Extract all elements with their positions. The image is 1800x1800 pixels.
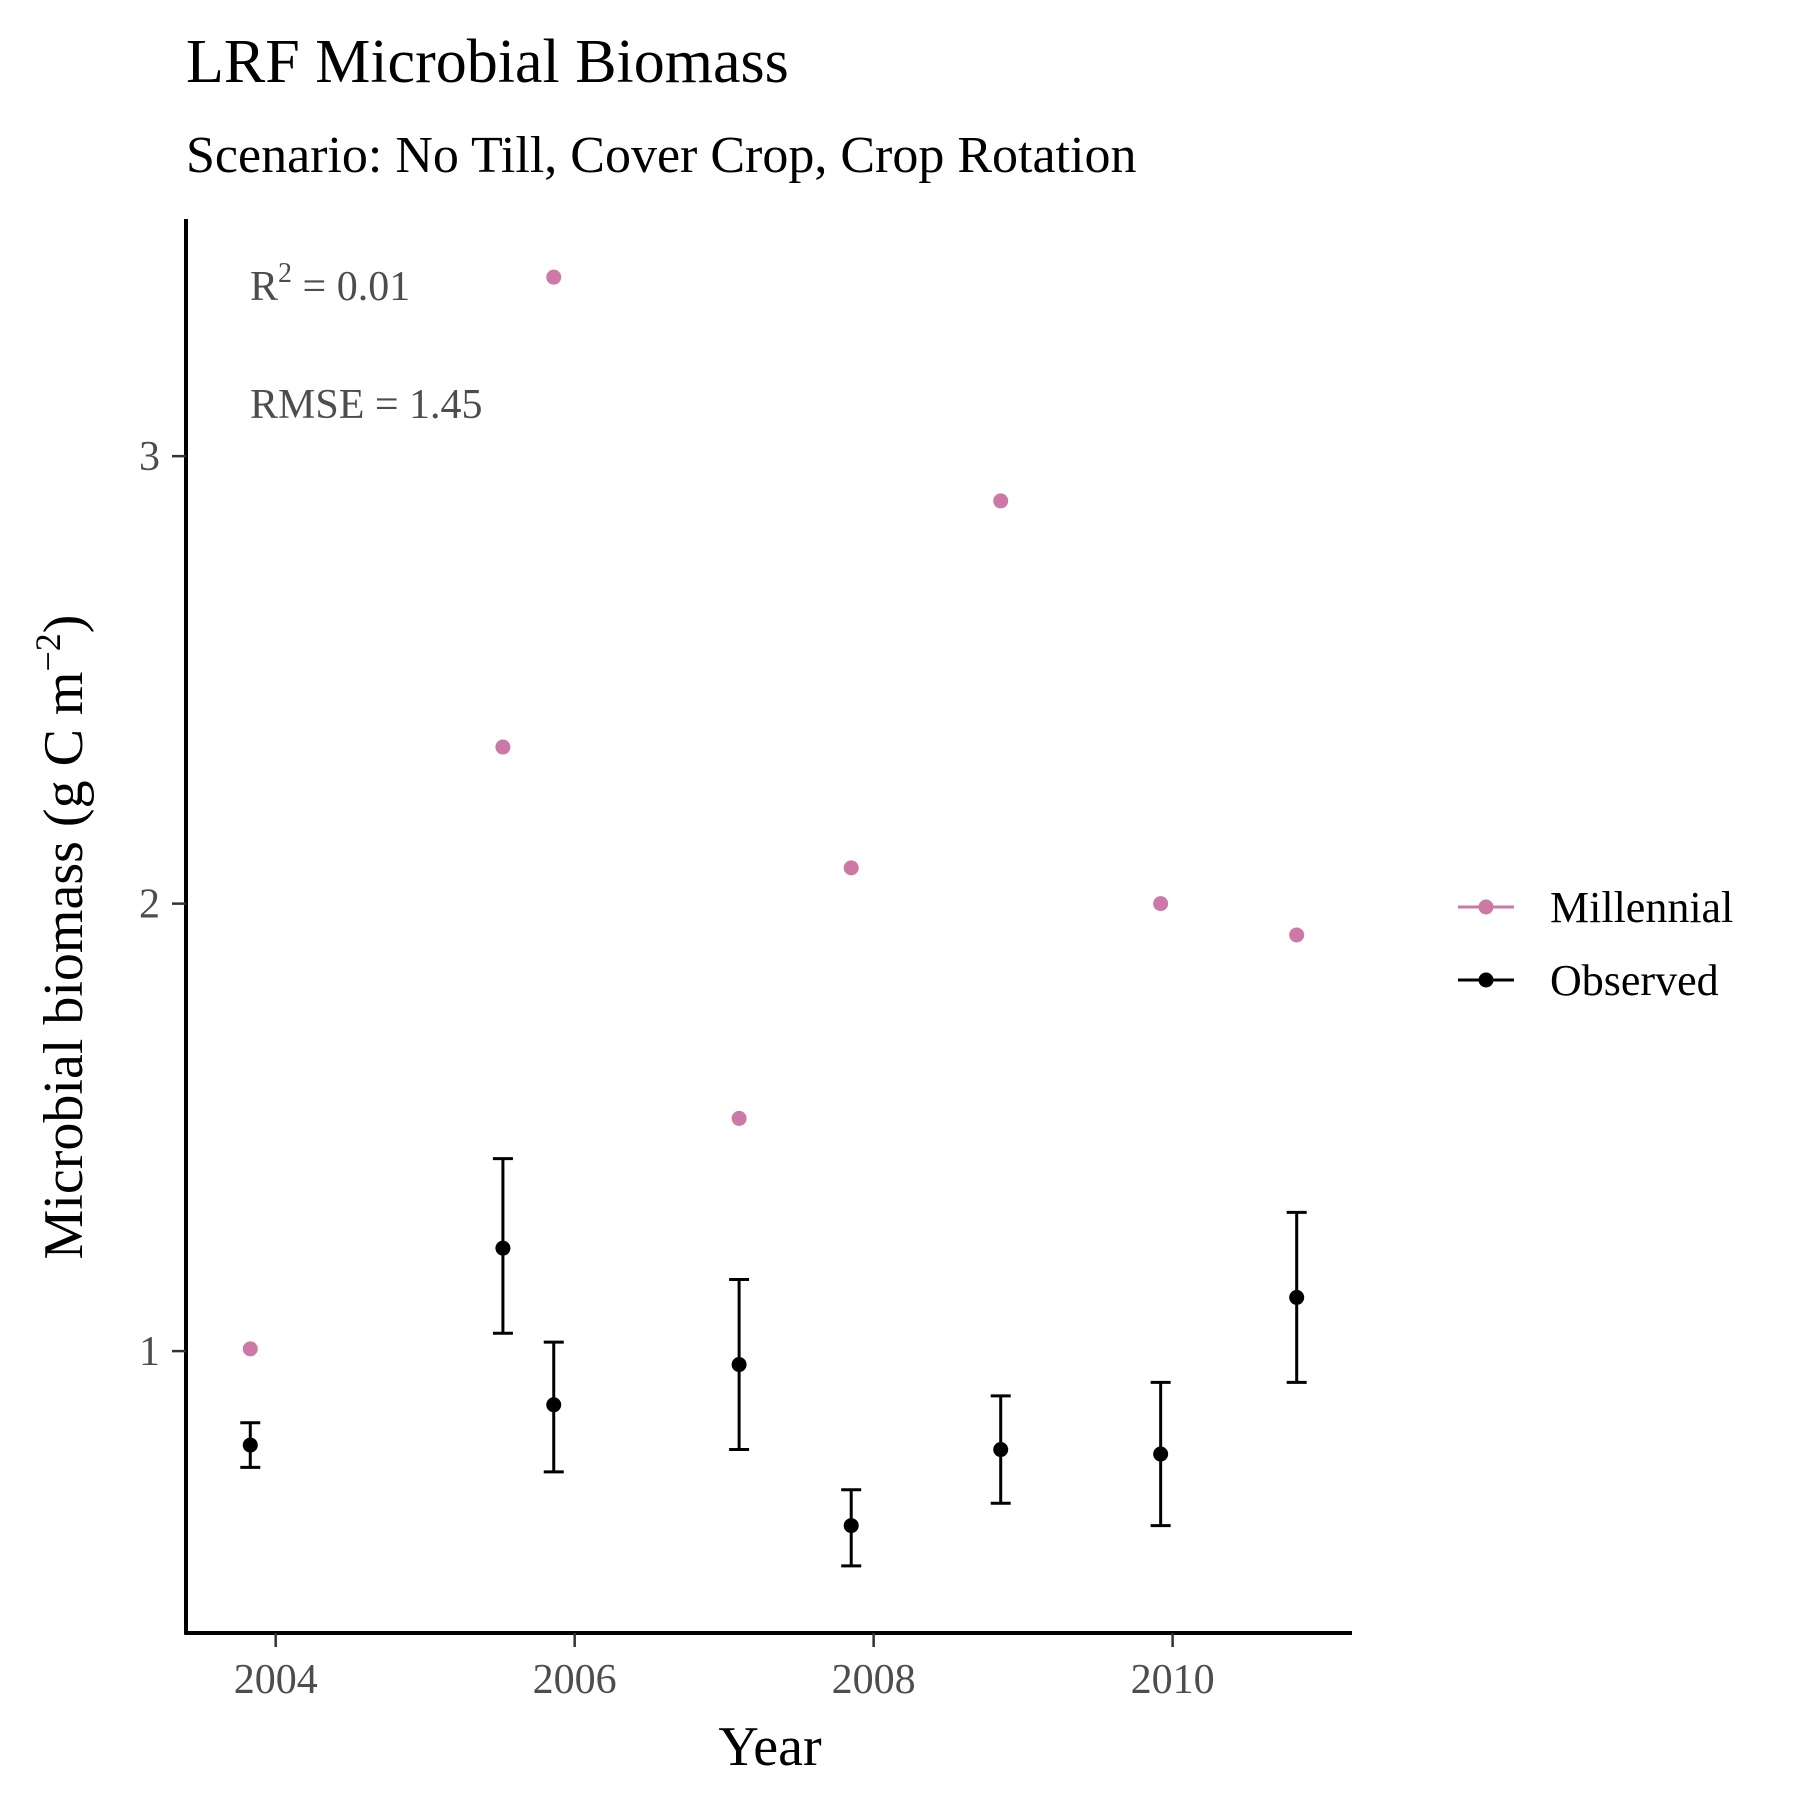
chart-subtitle: Scenario: No Till, Cover Crop, Crop Rota…	[186, 127, 1136, 184]
y-tick-label: 3	[139, 434, 160, 480]
observed-point	[546, 1397, 562, 1413]
data-points	[242, 269, 1305, 1534]
observed-point	[731, 1357, 747, 1373]
legend-key-point	[1478, 899, 1494, 915]
legend-label-millennial: Millennial	[1550, 883, 1733, 932]
millennial-point	[731, 1110, 747, 1126]
millennial-point	[242, 1341, 258, 1357]
observed-point	[242, 1437, 258, 1453]
millennial-point	[495, 739, 511, 755]
millennial-point	[843, 860, 859, 876]
observed-point	[993, 1442, 1009, 1458]
y-axis-title-main: Microbial biomass (g C m	[33, 672, 95, 1260]
millennial-point	[1153, 896, 1169, 912]
chart-title: LRF Microbial Biomass	[186, 28, 789, 96]
y-tick-label: 2	[139, 882, 160, 928]
legend-key-point	[1478, 972, 1494, 988]
observed-point	[495, 1240, 511, 1256]
x-axis-title: Year	[718, 1716, 822, 1778]
x-axis-ticks: 2004 2006 2008 2010	[234, 1633, 1215, 1703]
y-axis-title-superscript: −2	[28, 633, 68, 671]
x-tick-label: 2008	[832, 1657, 916, 1703]
legend-item-observed: Observed	[1458, 956, 1719, 1005]
r2-value: = 0.01	[292, 264, 410, 310]
axes	[184, 219, 1352, 1635]
observed-point	[1289, 1289, 1305, 1305]
y-axis-ticks: 1 2 3	[139, 434, 186, 1375]
r2-annotation: R2 = 0.01	[250, 258, 410, 310]
y-axis-title: Microbial biomass (g C m−2)	[28, 615, 95, 1260]
x-tick-label: 2006	[533, 1657, 617, 1703]
error-bars	[240, 1157, 1307, 1568]
x-tick-label: 2004	[234, 1657, 318, 1703]
legend-label-observed: Observed	[1550, 956, 1719, 1005]
millennial-point	[1289, 927, 1305, 943]
r2-base: R	[250, 264, 278, 310]
r2-superscript: 2	[278, 258, 292, 289]
millennial-point	[546, 269, 562, 285]
millennial-point	[993, 493, 1009, 509]
y-tick-label: 1	[139, 1329, 160, 1375]
legend-item-millennial: Millennial	[1458, 883, 1733, 932]
x-tick-label: 2010	[1131, 1657, 1215, 1703]
observed-point	[843, 1518, 859, 1534]
rmse-annotation: RMSE = 1.45	[250, 382, 483, 428]
y-axis-title-close: )	[33, 615, 95, 634]
legend: Millennial Observed	[1458, 883, 1733, 1005]
observed-point	[1153, 1446, 1169, 1462]
